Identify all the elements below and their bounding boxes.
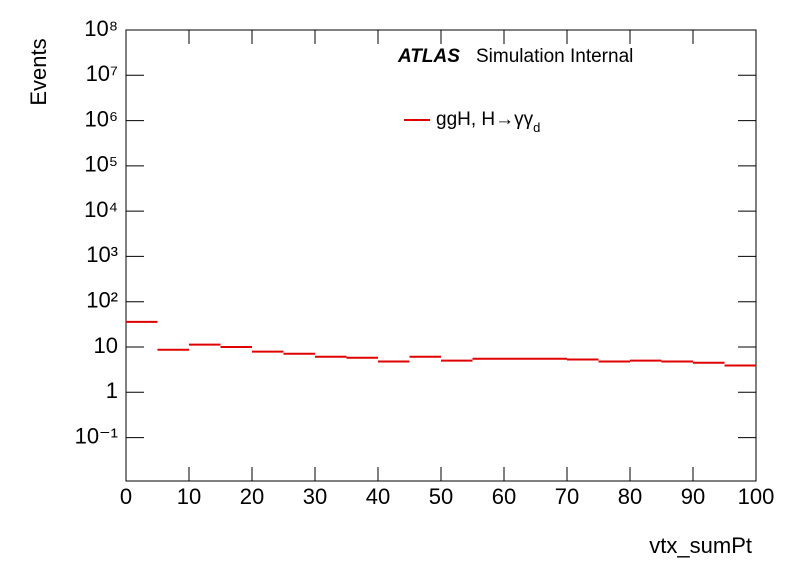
y-tick-label: 10⁻¹ bbox=[75, 423, 118, 448]
y-tick-label: 10⁵ bbox=[84, 152, 118, 177]
x-tick-label: 90 bbox=[681, 484, 705, 509]
x-tick-label: 70 bbox=[555, 484, 579, 509]
atlas-sublabel: Simulation Internal bbox=[476, 46, 633, 67]
x-tick-label: 0 bbox=[120, 484, 132, 509]
legend-label: ggH, H→γγd bbox=[436, 109, 540, 135]
atlas-label: ATLAS bbox=[397, 46, 460, 67]
x-tick-label: 10 bbox=[177, 484, 201, 509]
y-tick-label: 10⁷ bbox=[86, 61, 118, 86]
x-tick-label: 80 bbox=[618, 484, 642, 509]
y-tick-label: 10⁶ bbox=[84, 106, 118, 131]
x-tick-label: 30 bbox=[303, 484, 327, 509]
y-tick-label: 10⁸ bbox=[84, 16, 118, 41]
x-tick-label: 20 bbox=[240, 484, 264, 509]
x-tick-label: 60 bbox=[492, 484, 516, 509]
plot-frame bbox=[125, 29, 757, 482]
x-tick-label: 40 bbox=[366, 484, 390, 509]
y-tick-label: 10³ bbox=[86, 242, 118, 267]
x-axis-title: vtx_sumPt bbox=[649, 533, 752, 558]
x-tick-label: 100 bbox=[738, 484, 775, 509]
y-tick-label: 10² bbox=[86, 288, 118, 313]
y-tick-label: 10⁴ bbox=[84, 197, 118, 222]
y-axis-title: Events bbox=[26, 38, 51, 105]
y-tick-label: 1 bbox=[106, 378, 118, 403]
y-tick-label: 10 bbox=[94, 333, 118, 358]
x-tick-label: 50 bbox=[429, 484, 453, 509]
